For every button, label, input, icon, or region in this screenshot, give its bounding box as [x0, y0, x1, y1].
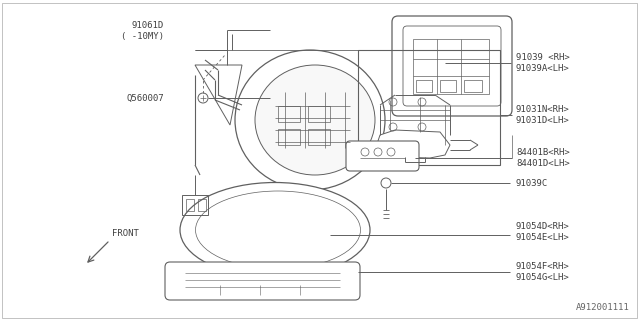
FancyBboxPatch shape — [392, 16, 512, 116]
Bar — [186, 199, 194, 211]
FancyBboxPatch shape — [346, 141, 419, 171]
Text: 91061D
( -10MY): 91061D ( -10MY) — [121, 21, 164, 41]
Text: 91054D<RH>
91054E<LH>: 91054D<RH> 91054E<LH> — [516, 222, 570, 242]
Bar — [182, 195, 208, 215]
Polygon shape — [195, 65, 242, 125]
FancyBboxPatch shape — [165, 262, 360, 300]
Text: FRONT: FRONT — [112, 229, 139, 238]
Ellipse shape — [235, 50, 385, 190]
Text: 91031N<RH>
91031D<LH>: 91031N<RH> 91031D<LH> — [516, 105, 570, 125]
Bar — [278, 106, 300, 122]
Text: 91039 <RH>
91039A<LH>: 91039 <RH> 91039A<LH> — [516, 53, 570, 73]
Ellipse shape — [180, 182, 370, 277]
Text: 91054F<RH>
91054G<LH>: 91054F<RH> 91054G<LH> — [516, 262, 570, 282]
Ellipse shape — [255, 65, 375, 175]
Text: 84401B<RH>
84401D<LH>: 84401B<RH> 84401D<LH> — [516, 148, 570, 168]
Bar — [308, 106, 330, 122]
Bar — [278, 129, 300, 145]
Bar — [413, 39, 489, 94]
Text: 91039C: 91039C — [516, 179, 548, 188]
Bar — [464, 80, 482, 92]
Bar — [198, 199, 206, 211]
Text: A912001111: A912001111 — [576, 303, 630, 312]
Polygon shape — [375, 130, 450, 158]
Text: Q560007: Q560007 — [126, 93, 164, 102]
Bar — [358, 50, 500, 165]
Bar — [308, 129, 330, 145]
Bar — [440, 80, 456, 92]
Bar — [416, 80, 432, 92]
